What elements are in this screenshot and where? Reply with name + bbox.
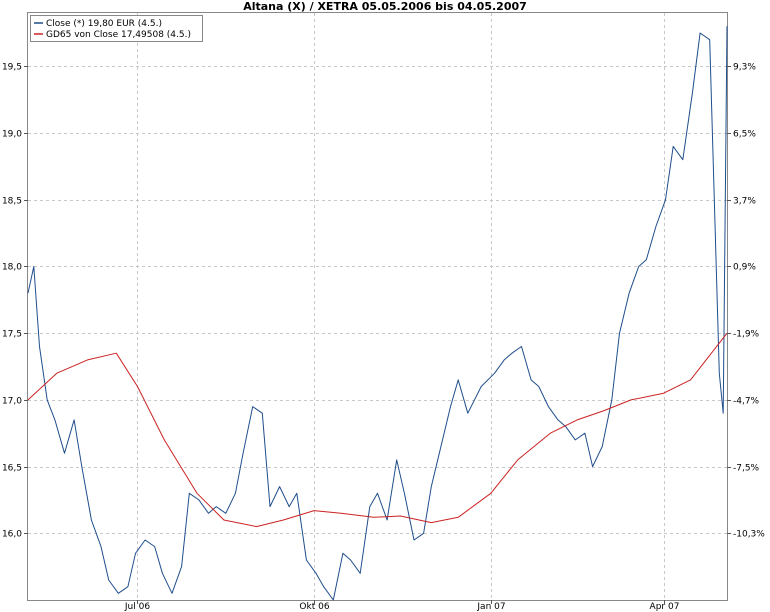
- legend: Close (*) 19,80 EUR (4.5.)GD65 von Close…: [30, 15, 203, 42]
- grid-layer: [28, 13, 727, 600]
- y-left-tick-label: 16,5: [2, 464, 22, 474]
- y-left-tick-label: 17,0: [2, 397, 22, 407]
- legend-entry: Close (*) 19,80 EUR (4.5.): [46, 19, 162, 29]
- y-right-tick-label: 6,5%: [733, 130, 756, 140]
- chart-title: Altana (X) / XETRA 05.05.2006 bis 04.05.…: [243, 0, 527, 13]
- y-right-tick-label: -4,7%: [733, 397, 760, 407]
- y-left-tick-label: 16,0: [2, 530, 22, 540]
- y-right-tick-label: -7,5%: [733, 464, 760, 474]
- y-left-tick-label: 17,5: [2, 330, 22, 340]
- plot-frame: [27, 12, 728, 601]
- y-right-tick-label: 3,7%: [733, 197, 756, 207]
- y-right-tick-label: -10,3%: [733, 530, 765, 540]
- series-layer: [27, 26, 728, 601]
- axis-layer: 16,0 -10,3% 16,5 -7,5% 17,0 -4,7% 17,5 -1,9% 18,…: [2, 63, 765, 612]
- x-tick-label: Okt 06: [299, 602, 329, 612]
- x-tick-label: Jan 07: [476, 602, 505, 612]
- y-left-tick-label: 19,5: [2, 63, 22, 73]
- x-tick-label: Jul 06: [124, 602, 150, 612]
- y-right-tick-label: -1,9%: [733, 330, 760, 340]
- y-right-tick-label: 0,9%: [733, 263, 756, 273]
- gd65-series-line: [27, 332, 728, 528]
- y-left-tick-label: 18,0: [2, 263, 22, 273]
- legend-entry: GD65 von Close 17,49508 (4.5.): [46, 30, 191, 40]
- y-left-tick-label: 18,5: [2, 197, 22, 207]
- x-tick-label: Apr 07: [650, 602, 680, 612]
- close-series-line: [27, 26, 728, 601]
- y-left-tick-label: 19,0: [2, 130, 22, 140]
- legend-box: [30, 15, 203, 42]
- y-right-tick-label: 9,3%: [733, 63, 756, 73]
